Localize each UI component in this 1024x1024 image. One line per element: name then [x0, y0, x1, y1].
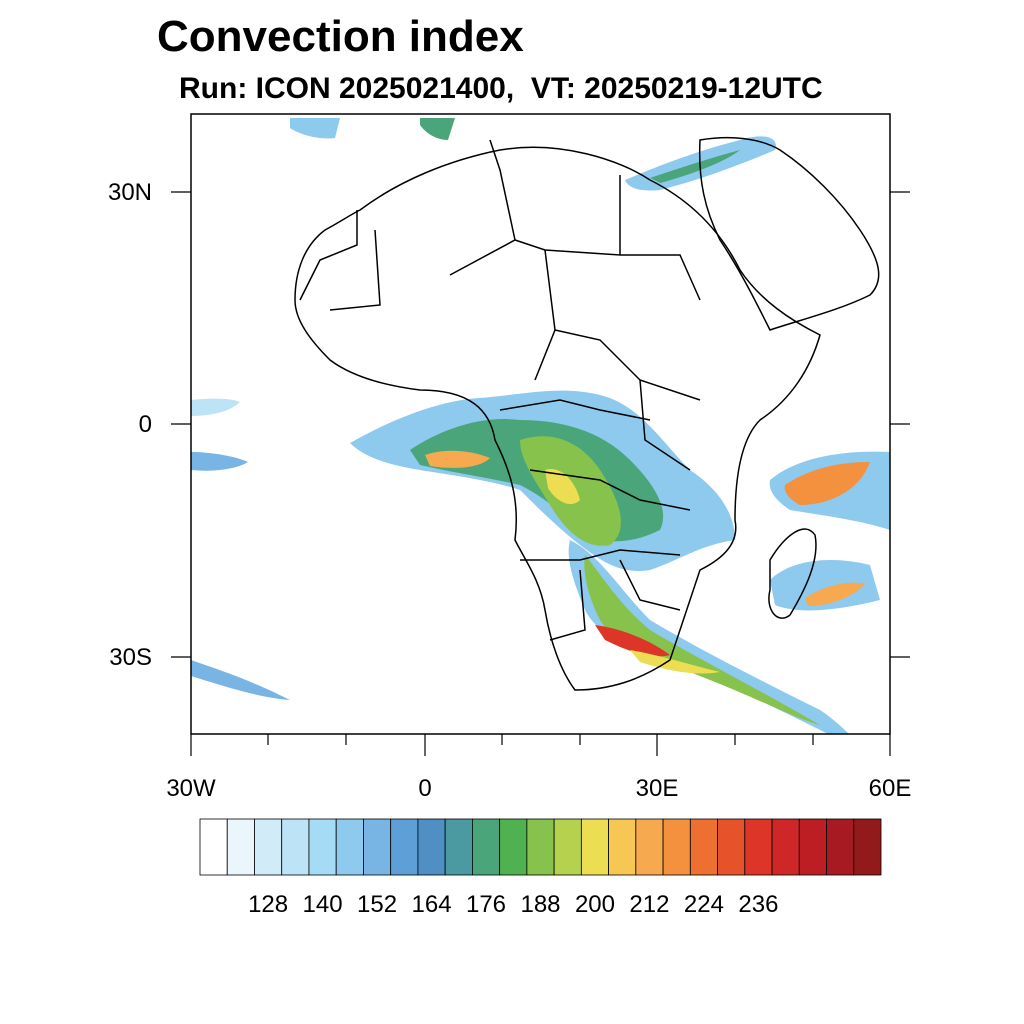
colorbar-tick-label: 164	[412, 891, 452, 918]
colorbar-swatch	[853, 818, 882, 876]
colorbar-tick-label: 128	[248, 891, 288, 918]
colorbar-swatch	[226, 818, 255, 876]
colorbar-swatch	[335, 818, 364, 876]
colorbar	[199, 818, 882, 876]
lat-label-30s: 30S	[109, 644, 152, 671]
colorbar-swatch	[499, 818, 528, 876]
colorbar-swatch	[363, 818, 392, 876]
colorbar-swatch	[798, 818, 827, 876]
lon-label-30e: 30E	[636, 775, 679, 802]
colorbar-tick-label: 140	[303, 891, 343, 918]
colorbar-swatch	[662, 818, 691, 876]
colorbar-swatch	[608, 818, 637, 876]
colorbar-swatch	[417, 818, 446, 876]
colorbar-tick-label: 212	[629, 891, 669, 918]
colorbar-swatch	[199, 818, 228, 876]
colorbar-tick-label: 188	[520, 891, 560, 918]
colorbar-swatch	[826, 818, 855, 876]
axis-ticks	[171, 191, 910, 756]
colorbar-swatch	[580, 818, 609, 876]
colorbar-labels: 128 140 152 164 176 188 200 212 224 236	[248, 891, 778, 918]
lon-label-0: 0	[418, 775, 431, 802]
colorbar-swatch	[689, 818, 718, 876]
lon-label-30w: 30W	[166, 775, 216, 802]
colorbar-tick-label: 200	[575, 891, 615, 918]
colorbar-swatch	[444, 818, 473, 876]
colorbar-swatch	[526, 818, 555, 876]
colorbar-tick-label: 224	[684, 891, 724, 918]
colorbar-swatch	[717, 818, 746, 876]
colorbar-swatch	[308, 818, 337, 876]
colorbar-swatch	[281, 818, 310, 876]
convection-field	[191, 118, 890, 734]
colorbar-tick-label: 152	[357, 891, 397, 918]
lat-label-30n: 30N	[108, 179, 152, 206]
colorbar-swatch	[254, 818, 283, 876]
lon-label-60e: 60E	[869, 775, 912, 802]
lat-label-eq: 0	[139, 411, 152, 438]
colorbar-swatch	[771, 818, 800, 876]
colorbar-swatch	[553, 818, 582, 876]
coastlines	[294, 136, 880, 691]
colorbar-swatch	[744, 818, 773, 876]
colorbar-tick-label: 236	[738, 891, 778, 918]
colorbar-swatch	[390, 818, 419, 876]
map-title: Convection index	[157, 12, 524, 61]
map-subtitle: Run: ICON 2025021400, VT: 20250219-12UTC	[179, 72, 823, 105]
colorbar-tick-label: 176	[466, 891, 506, 918]
colorbar-swatch	[471, 818, 501, 876]
colorbar-swatch	[635, 818, 664, 876]
